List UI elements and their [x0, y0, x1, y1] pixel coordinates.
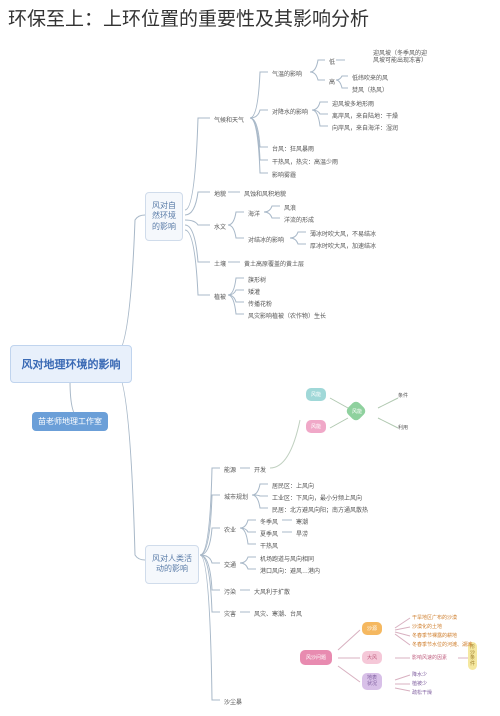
leaf-a3: 干热风 [258, 540, 280, 551]
inset-b2: 大风 [362, 651, 382, 664]
inset-s2: 沙漠化的土地 [412, 623, 442, 630]
branch-agri: 农业 [222, 524, 238, 535]
inset-s8: 疏松干燥 [412, 689, 432, 696]
leaf-ice: 对结冰的影响 [246, 234, 286, 245]
leaf-p4: 风灾影响植被（农作物）生长 [246, 310, 328, 321]
leaf-a1: 冬季风 [258, 516, 280, 527]
inset-b3: 地表 状况 [362, 673, 382, 690]
leaf-typhoon: 台风：狂风暴雨 [270, 143, 316, 154]
leaf-disaster: 风灾、寒潮、台风 [252, 608, 304, 619]
leaf-temp: 气温的影响 [270, 68, 304, 79]
leaf-o1: 风浪 [282, 202, 298, 213]
leaf-t1: 机场跑道与风向相同 [258, 553, 316, 564]
leaf-soil: 黄土高原覆盖的黄土层 [242, 258, 306, 269]
leaf-smog: 影响雾霾 [270, 169, 298, 180]
branch-city: 城市规划 [222, 491, 250, 502]
leaf-high1: 低纬吹来的风 [350, 72, 390, 83]
leaf-rain: 对降水的影响 [270, 106, 310, 117]
inset-s6: 降水少 [412, 671, 427, 678]
l2-nature: 风对自 然环境 的影响 [145, 192, 183, 241]
leaf-high: 高 [327, 76, 337, 87]
branch-disaster: 灾害 [222, 608, 238, 619]
branch-soil: 土壤 [212, 258, 228, 269]
leaf-c1: 居民区：上风向 [270, 480, 316, 491]
leaf-low1: 迎风坡（冬季风的迎 风坡可能出现冻害） [348, 50, 452, 65]
branch-energy: 能源 [222, 464, 238, 475]
subtitle-node: 苗老师地理工作室 [32, 412, 108, 431]
leaf-ocean: 海洋 [246, 208, 262, 219]
leaf-a2b: 旱涝 [294, 528, 310, 539]
inset-s4: 冬春季节水位的河滩、湖滩 [412, 641, 472, 648]
leaf-o2: 洋流的形成 [282, 214, 316, 225]
branch-climate: 气候和天气 [212, 114, 246, 125]
page-title: 环保至上：上环位置的重要性及其影响分析 [8, 4, 369, 31]
inset-top-center: 风能 [352, 408, 362, 415]
leaf-i1: 薄冰时吹大风，不易结冰 [308, 228, 378, 239]
leaf-p3: 传播花粉 [246, 298, 274, 309]
inset-top-t2: 利用 [398, 424, 408, 431]
leaf-low: 低 [327, 56, 337, 67]
leaf-p2: 矮灌 [246, 286, 262, 297]
leaf-terrain: 风蚀和风积地貌 [242, 188, 288, 199]
branch-sand: 沙尘暴 [222, 696, 244, 707]
leaf-c2: 工业区：下风向，最小分频上风向 [270, 492, 364, 503]
root-node: 风对地理环境的影响 [10, 345, 132, 383]
inset-s5: 影响风速的因素 [412, 654, 447, 661]
branch-trans: 交通 [222, 559, 238, 570]
inset-bottom-center: 风沙问题 [300, 650, 332, 665]
inset-top-t1: 条件 [398, 392, 408, 399]
leaf-r2: 离岸风，来自陆地：干燥 [330, 110, 400, 121]
leaf-hotdry: 干热风，热灾：高温少雨 [270, 156, 340, 167]
leaf-pollute: 大风利于扩散 [252, 586, 292, 597]
branch-plant: 植被 [212, 291, 228, 302]
leaf-a2: 夏季风 [258, 528, 280, 539]
leaf-high2: 焚风（热风） [350, 84, 390, 95]
leaf-a1b: 寒潮 [294, 516, 310, 527]
inset-b1: 沙源 [362, 622, 382, 635]
l2-human: 风对人类活 动的影响 [145, 545, 199, 584]
inset-top-n2: 风能 [306, 420, 326, 433]
branch-hydro: 水文 [212, 221, 228, 232]
leaf-i2: 厚冰时吹大风，加速结冰 [308, 240, 378, 251]
leaf-p1: 旗形树 [246, 274, 268, 285]
leaf-c3: 民居：北方避风向阳；南方通风散热 [270, 504, 370, 515]
leaf-energy: 开发 [252, 464, 268, 475]
leaf-t2: 港口风向：避风…港内 [258, 565, 322, 576]
branch-terrain: 地貌 [212, 188, 228, 199]
inset-s7: 植被少 [412, 680, 427, 687]
inset-s1: 干旱地区广布的沙漠 [412, 614, 457, 621]
inset-top-n1: 风能 [306, 388, 326, 401]
branch-pollute: 污染 [222, 586, 238, 597]
leaf-r3: 向岸风，来自海洋：湿润 [330, 122, 400, 133]
inset-s3: 冬春季节裸露的耕地 [412, 632, 457, 639]
leaf-r1: 迎风坡多地形雨 [330, 98, 376, 109]
